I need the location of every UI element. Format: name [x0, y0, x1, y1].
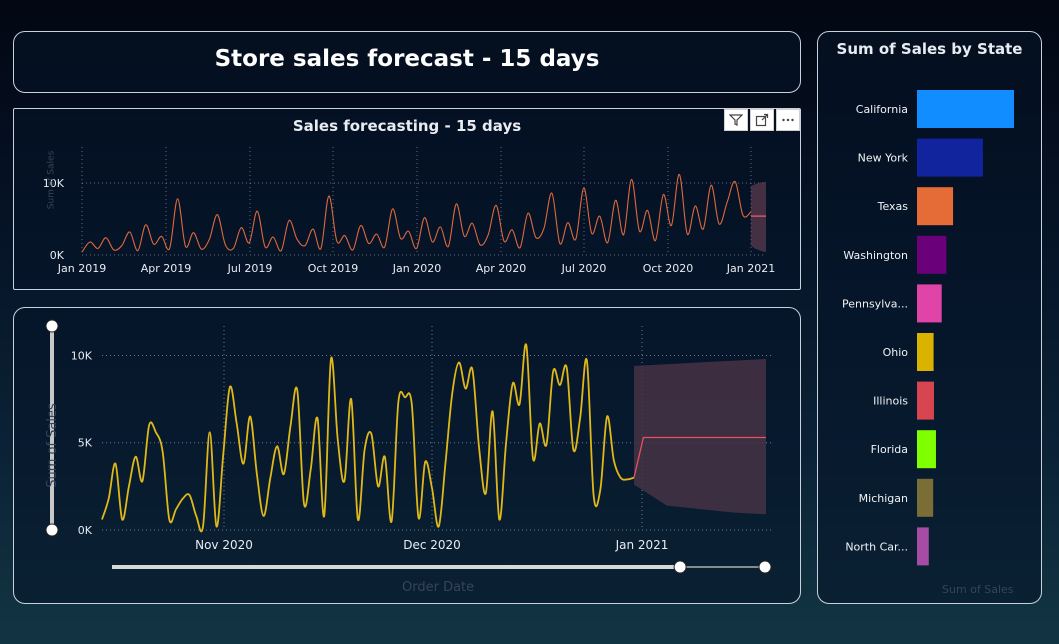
sales-forecast-chart[interactable]: Sales forecasting - 15 days Jan 2019 Apr … — [13, 108, 801, 290]
chart-title: Sum of Sales by State — [836, 40, 1023, 58]
x-tick-label: Jan 2021 — [615, 538, 669, 552]
forecast-confidence-band — [751, 181, 766, 253]
state-bar[interactable] — [917, 381, 934, 420]
state-label: Florida — [871, 443, 908, 456]
x-tick-label: Oct 2019 — [308, 262, 359, 275]
x-tick-label: Dec 2020 — [403, 538, 461, 552]
x-tick-label: Jan 2021 — [726, 262, 775, 275]
x-tick-label: Jan 2019 — [57, 262, 106, 275]
x-range-slider-handle[interactable] — [758, 560, 772, 574]
state-bar[interactable] — [917, 187, 954, 226]
y-tick-label: 10K — [71, 349, 93, 362]
focus-mode-icon[interactable] — [750, 109, 774, 131]
y-axis-title: Sum of Sales — [44, 403, 60, 488]
x-axis-title: Order Date — [402, 580, 475, 595]
x-tick-label: Apr 2019 — [141, 262, 192, 275]
more-options-icon[interactable] — [776, 109, 800, 131]
actual-sales-line — [81, 173, 752, 253]
y-tick-label: 0K — [78, 524, 93, 537]
chart-title: Sales forecasting - 15 days — [292, 117, 522, 135]
x-tick-label: Jul 2020 — [561, 262, 607, 275]
x-tick-label: Oct 2020 — [643, 262, 694, 275]
state-label: North Car... — [845, 540, 908, 553]
page-title: Store sales forecast - 15 days — [214, 46, 600, 72]
filter-icon[interactable] — [724, 109, 748, 131]
state-label: Texas — [877, 200, 909, 213]
state-bar[interactable] — [917, 90, 1014, 128]
x-range-slider-handle[interactable] — [673, 560, 687, 574]
state-label: Ohio — [883, 346, 909, 359]
x-tick-label: Jul 2019 — [227, 262, 273, 275]
state-label: Pennsylva... — [842, 297, 908, 310]
state-label: Washington — [843, 249, 908, 262]
zoomed-forecast-chart[interactable]: Nov 2020 Dec 2020 Jan 2021 0K 5K 10K Sum of S… — [13, 307, 801, 604]
state-bar[interactable] — [917, 430, 936, 469]
y-tick-label: 5K — [78, 437, 93, 450]
state-label: California — [856, 103, 908, 116]
state-bar[interactable] — [917, 284, 942, 323]
y-axis-title: Sum of Sales — [46, 150, 57, 210]
line-chart-plot: Jan 2019 Apr 2019 Jul 2019 Oct 2019 Jan 2020… — [43, 147, 775, 275]
y-tick-label: 0K — [50, 249, 65, 262]
bar-chart-plot: California New York Texas Washington Pennsyl… — [842, 90, 1014, 566]
state-label: Michigan — [859, 492, 908, 505]
state-label: New York — [858, 152, 909, 165]
y-range-slider-handle[interactable] — [45, 319, 59, 333]
title-card: Store sales forecast - 15 days — [13, 31, 801, 93]
forecast-confidence-band — [634, 358, 766, 515]
state-bar[interactable] — [917, 527, 929, 566]
actual-sales-line — [101, 343, 635, 533]
state-label: Illinois — [873, 395, 908, 408]
x-tick-label: Nov 2020 — [195, 538, 253, 552]
y-tick-label: 10K — [43, 177, 65, 190]
y-range-slider-handle[interactable] — [45, 523, 59, 537]
state-bar[interactable] — [917, 138, 983, 177]
visual-toolbar — [724, 109, 800, 131]
sales-by-state-chart[interactable]: Sum of Sales by State California New York… — [817, 31, 1042, 604]
x-axis-title: Sum of Sales — [942, 583, 1014, 596]
forecast-line — [633, 436, 766, 478]
x-tick-label: Jan 2020 — [392, 262, 441, 275]
x-tick-label: Apr 2020 — [476, 262, 527, 275]
state-bar[interactable] — [917, 235, 947, 274]
state-bar[interactable] — [917, 478, 934, 517]
zoomed-line-chart-plot: Nov 2020 Dec 2020 Jan 2021 0K 5K 10K — [45, 319, 774, 574]
state-bar[interactable] — [917, 333, 934, 371]
